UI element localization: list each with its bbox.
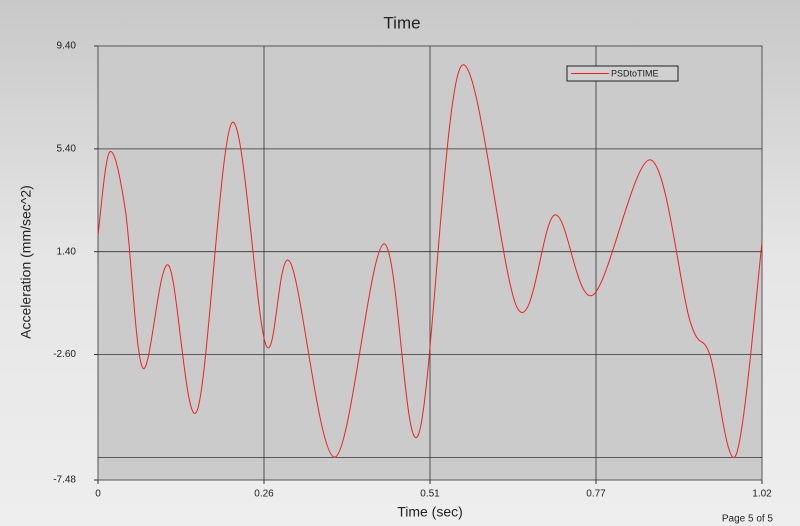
x-tick-label: 0.51	[420, 489, 440, 500]
y-tick-label: -7.48	[53, 475, 76, 486]
legend-label: PSDtoTIME	[611, 68, 659, 78]
y-tick-label: -2.60	[53, 349, 76, 360]
page-footer: Page 5 of 5	[722, 514, 774, 525]
x-tick-label: 0.77	[586, 489, 606, 500]
legend-box	[566, 65, 679, 82]
y-axis-label: Acceleration (mm/sec^2)	[18, 185, 34, 339]
y-tick-label: 5.40	[57, 143, 77, 154]
chart-title: Time	[383, 13, 420, 32]
y-tick-label: 9.40	[57, 41, 77, 52]
y-tick-label: 1.40	[57, 246, 77, 257]
x-tick-label: 1.02	[752, 489, 772, 500]
x-tick-label: 0	[95, 489, 101, 500]
x-tick-label: 0.26	[254, 489, 274, 500]
data-line	[97, 64, 763, 458]
x-axis-label: Time (sec)	[397, 504, 463, 520]
